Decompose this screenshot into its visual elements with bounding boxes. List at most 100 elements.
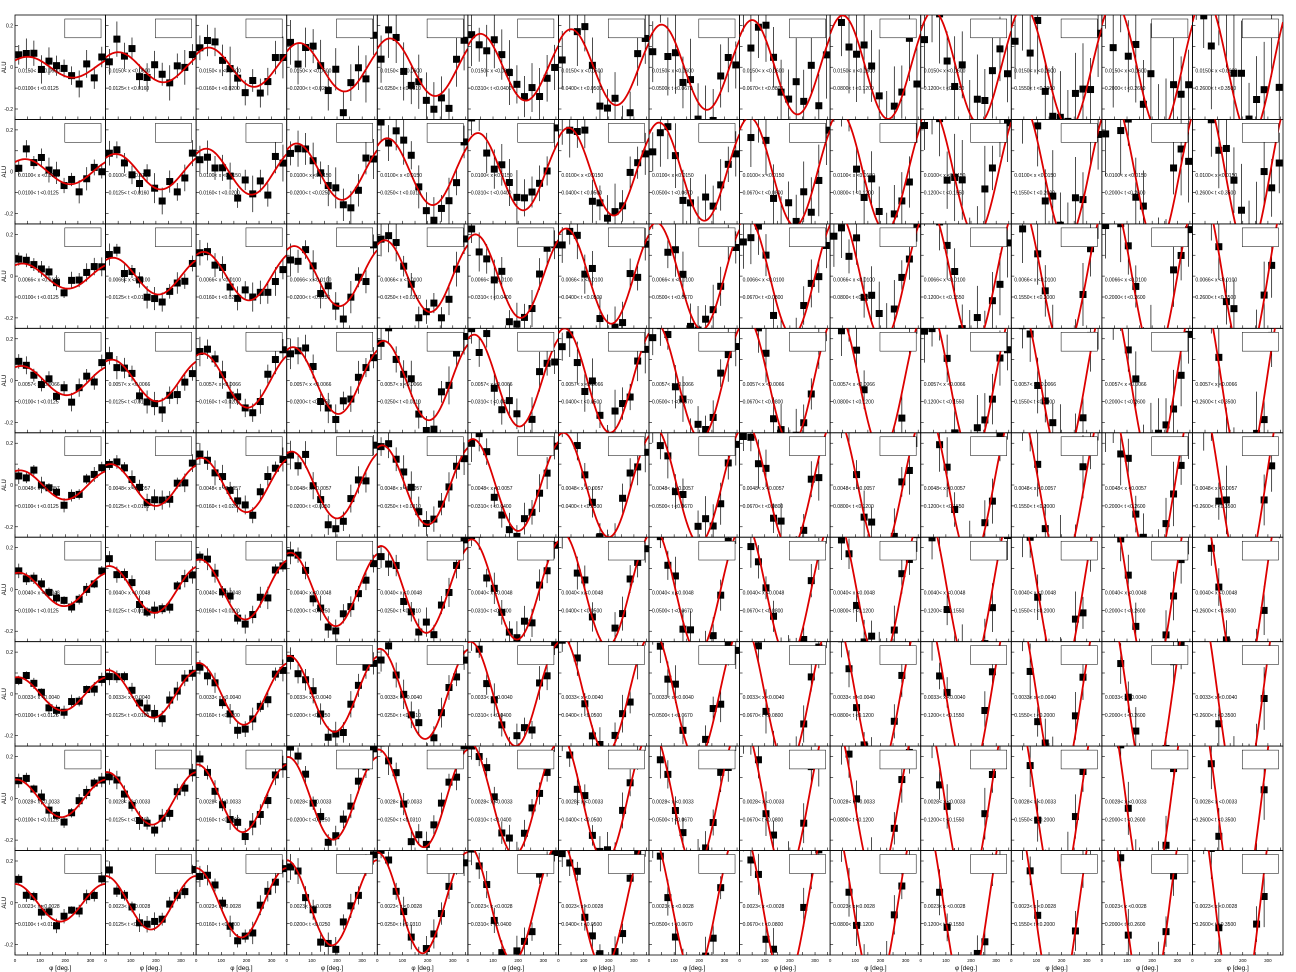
data-point xyxy=(687,856,694,863)
data-point xyxy=(536,179,544,187)
data-point xyxy=(211,261,219,269)
data-point xyxy=(936,526,943,533)
data-point xyxy=(1004,239,1012,247)
data-point xyxy=(1162,421,1170,429)
data-point xyxy=(973,314,981,322)
data-point xyxy=(294,347,302,355)
data-point xyxy=(1275,83,1283,91)
data-point xyxy=(558,343,566,351)
t-bin-label: 0.0100< t <0.0125 xyxy=(18,504,59,510)
data-point xyxy=(181,784,189,792)
data-point xyxy=(1087,86,1095,94)
data-point xyxy=(143,920,151,928)
data-point xyxy=(37,65,45,73)
data-point xyxy=(143,293,151,301)
data-point xyxy=(936,319,943,326)
data-point xyxy=(475,248,483,256)
data-point xyxy=(294,257,302,265)
legend-box xyxy=(155,332,192,352)
legend-box xyxy=(64,436,102,456)
data-point xyxy=(1019,724,1026,731)
data-point xyxy=(853,234,861,242)
data-point xyxy=(196,872,204,880)
data-point xyxy=(332,730,340,738)
data-point xyxy=(256,398,264,406)
t-bin-label: 0.0800< t <0.1200 xyxy=(833,504,874,510)
x-bin-label: 0.0150< x <0.0600 xyxy=(471,68,513,74)
data-point xyxy=(679,78,687,86)
data-point xyxy=(151,295,159,303)
data-point xyxy=(90,891,98,899)
legend-box xyxy=(245,18,283,39)
data-point xyxy=(596,847,604,851)
data-point xyxy=(128,369,136,377)
data-point xyxy=(1079,767,1087,775)
data-point xyxy=(105,555,113,563)
data-point xyxy=(559,736,566,743)
fit-curve xyxy=(286,551,378,628)
data-point xyxy=(339,610,347,618)
data-point xyxy=(717,72,725,80)
x-bin-label: 0.0066< x <0.0100 xyxy=(290,277,332,283)
data-point xyxy=(1185,226,1193,234)
data-point xyxy=(264,78,272,86)
data-point xyxy=(264,191,272,199)
data-point xyxy=(573,231,581,239)
fit-curve xyxy=(1028,432,1095,538)
legend-box xyxy=(426,436,464,456)
data-point xyxy=(219,699,227,707)
panel-content xyxy=(377,15,468,120)
data-point xyxy=(762,349,770,357)
data-point xyxy=(830,407,837,414)
data-point xyxy=(732,61,740,69)
data-point xyxy=(913,537,921,539)
data-point xyxy=(1185,81,1193,89)
panel-content xyxy=(1117,746,1180,851)
data-point xyxy=(234,726,242,734)
panel-content xyxy=(15,252,106,298)
y-tick-label: 0.2 xyxy=(6,441,13,447)
legend-box xyxy=(607,540,645,561)
t-bin-label: 0.1200< t <0.1550 xyxy=(924,295,965,301)
data-point xyxy=(422,840,430,848)
data-point xyxy=(60,64,68,72)
data-point xyxy=(959,555,966,562)
fit-curve xyxy=(938,223,1010,329)
data-point xyxy=(988,668,996,676)
data-point xyxy=(1223,439,1230,446)
data-point xyxy=(528,84,536,92)
fit-curve xyxy=(830,15,921,120)
data-point xyxy=(90,779,98,787)
data-point xyxy=(1087,716,1094,723)
data-point xyxy=(1215,243,1223,251)
x-bin-label: 0.0048< x <0.0057 xyxy=(18,486,60,492)
data-point xyxy=(868,518,876,526)
panel-content xyxy=(105,551,197,619)
data-point xyxy=(264,370,272,378)
data-point xyxy=(1140,351,1147,358)
data-point xyxy=(1170,266,1178,274)
data-point xyxy=(921,582,928,589)
data-point xyxy=(649,624,656,631)
data-point xyxy=(656,328,664,330)
data-point xyxy=(558,241,566,249)
data-point xyxy=(1215,497,1223,505)
data-point xyxy=(906,632,913,639)
data-point xyxy=(1162,520,1170,528)
fit-curve xyxy=(752,537,825,642)
data-point xyxy=(385,26,393,34)
y-tick-label: -0.2 xyxy=(4,629,13,635)
data-point xyxy=(1102,223,1110,230)
data-point xyxy=(226,283,234,291)
data-point xyxy=(309,42,317,50)
x-bin-label: 0.0066< x <0.0100 xyxy=(561,277,603,283)
data-point xyxy=(1208,620,1215,627)
data-point xyxy=(520,93,528,101)
legend-box xyxy=(336,645,374,665)
x-bin-label: 0.0100< x <0.0150 xyxy=(199,173,241,179)
legend-box xyxy=(64,645,102,665)
legend-box xyxy=(64,332,102,352)
data-point xyxy=(105,773,113,781)
data-point xyxy=(460,138,468,146)
data-point xyxy=(634,273,642,281)
